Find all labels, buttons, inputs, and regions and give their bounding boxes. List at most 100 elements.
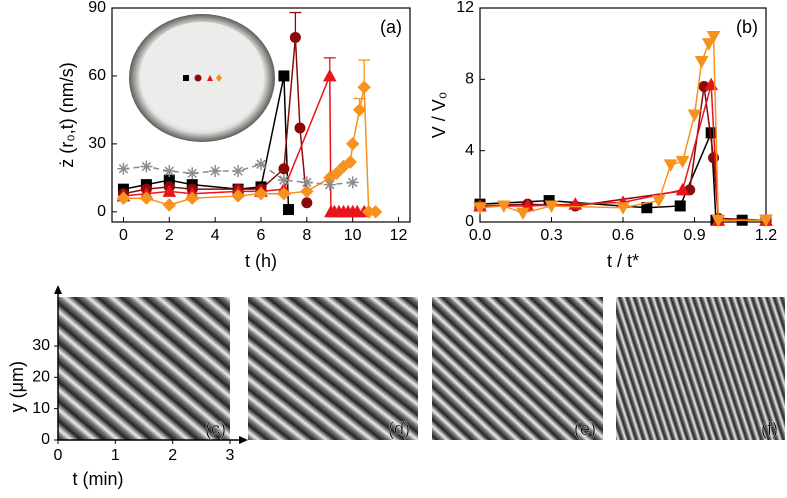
petri-dish-inset: [129, 14, 275, 142]
marker: [163, 165, 176, 178]
marker: [616, 202, 630, 215]
marker: [209, 165, 222, 178]
y-axis-label: V / V₀: [429, 92, 449, 139]
x-tick-label: 8: [302, 227, 311, 244]
marker: [140, 160, 153, 173]
marker: [759, 214, 773, 228]
marker: [473, 202, 487, 215]
marker: [675, 182, 690, 196]
y-tick-label: 30: [88, 135, 106, 152]
kymograph-d: [248, 297, 418, 440]
y-axis-label: ż (r₀,t) (nm/s): [57, 62, 77, 167]
y-tick-label: 12: [456, 0, 474, 16]
y-tick-label: 30: [32, 337, 50, 354]
y-tick-label: 8: [465, 71, 474, 88]
y-axis-arrow: [54, 285, 62, 294]
marker: [345, 137, 360, 151]
marker: [357, 80, 371, 94]
series-line: [123, 37, 308, 203]
y-tick-label: 20: [32, 369, 50, 386]
marker: [300, 184, 314, 199]
marker: [651, 195, 666, 208]
marker: [278, 70, 290, 82]
marker: [139, 191, 154, 205]
marker-stroke: [279, 175, 289, 185]
x-tick-label: 0: [119, 227, 128, 244]
marker: [162, 184, 177, 197]
x-tick-label: 0.6: [612, 227, 634, 244]
panel-label: (b): [736, 17, 758, 37]
marker: [255, 158, 267, 171]
x-tick-label: 0.9: [683, 227, 705, 244]
marker: [706, 31, 721, 44]
x-axis-label: t / t*: [607, 251, 639, 271]
panel-label: (e): [574, 419, 596, 439]
marker-stroke: [164, 166, 175, 176]
kymograph-f: [616, 297, 785, 440]
marker: [368, 205, 383, 219]
x-tick-label: 10: [344, 227, 362, 244]
x-tick-label: 1.2: [755, 227, 777, 244]
x-tick-label: 0.0: [469, 227, 491, 244]
panel-label: (c): [205, 419, 226, 439]
x-axis-label: t (h): [245, 251, 277, 271]
y-tick-label: 60: [88, 67, 106, 84]
series-line: [479, 34, 766, 221]
marker: [231, 189, 245, 203]
x-tick-label: 4: [211, 227, 220, 244]
marker: [544, 200, 559, 213]
marker: [711, 214, 726, 228]
panel-label: (f): [761, 419, 778, 439]
x-tick-label: 2: [165, 227, 174, 244]
marker: [352, 103, 367, 117]
x-tick-label: 6: [257, 227, 266, 244]
marker: [185, 191, 199, 205]
marker: [117, 162, 130, 175]
y-tick-label: 0: [41, 431, 50, 448]
x-tick-label: 3: [226, 447, 235, 464]
dish-marker: [207, 75, 213, 81]
marker: [343, 155, 358, 169]
marker-stroke: [233, 166, 243, 176]
kymograph-e: [432, 297, 603, 440]
x-tick-label: 0.3: [540, 227, 562, 244]
y-tick-label: 0: [465, 213, 474, 230]
marker: [254, 186, 268, 201]
marker-stroke: [325, 179, 335, 190]
marker-stroke: [302, 177, 312, 188]
kymograph-c: [58, 297, 230, 440]
y-tick-label: 0: [97, 203, 106, 220]
marker: [323, 178, 336, 191]
panel-label: (d): [388, 419, 410, 439]
marker: [694, 56, 709, 69]
marker: [301, 197, 313, 209]
marker-stroke: [256, 159, 266, 169]
y-tick-label: 10: [32, 400, 50, 417]
marker-stroke: [210, 166, 220, 176]
marker: [701, 38, 716, 51]
kymograph-images: [58, 297, 785, 440]
marker: [289, 31, 301, 43]
marker: [674, 200, 686, 212]
marker: [277, 174, 290, 187]
marker: [322, 68, 337, 82]
marker: [516, 207, 530, 221]
y-tick-label: 90: [88, 0, 106, 16]
marker: [162, 198, 177, 212]
marker: [232, 165, 245, 178]
y-axis-label: y (μm): [7, 361, 27, 412]
panel-label: (a): [380, 17, 402, 37]
marker: [300, 176, 313, 189]
marker: [278, 163, 290, 175]
dish-marker: [194, 74, 202, 82]
marker: [346, 176, 359, 189]
x-tick-label: 0: [54, 447, 63, 464]
y-tick-label: 4: [465, 142, 474, 159]
marker-stroke: [141, 161, 152, 172]
marker: [687, 109, 702, 123]
marker: [329, 166, 344, 181]
marker: [294, 122, 306, 134]
marker: [283, 204, 295, 216]
